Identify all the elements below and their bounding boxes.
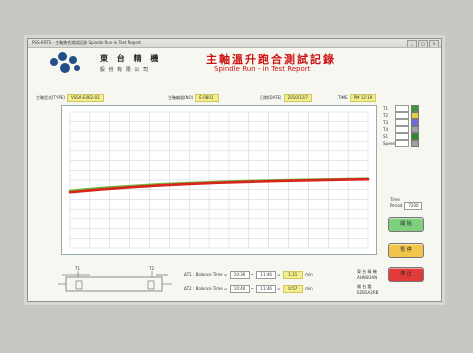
legend-label: T3 (383, 120, 388, 125)
report-subtitle: Spindle Run - in Test Report (214, 65, 311, 73)
timing-field-b[interactable]: 11:46 (256, 271, 277, 279)
serial-field[interactable]: E-0801 (195, 94, 220, 102)
time-period-control: Time Period 7200 (390, 197, 423, 210)
date-label: 日期(DATE) (260, 95, 282, 100)
timing-label: ΔT1 : Balance Time = (184, 272, 228, 277)
chart-svg (68, 111, 370, 249)
temperature-chart (61, 105, 377, 255)
serial-info: 主軸編號(NO) E-0801 (168, 94, 220, 102)
diagram-label-t2: T2 (148, 266, 154, 271)
legend-swatch[interactable] (411, 140, 419, 147)
timing-field-a[interactable]: 10:36 (229, 271, 250, 279)
date-field[interactable]: 2010/12/7 (283, 94, 313, 102)
app-window: PSS-RRTS - 主軸跑合測試記錄 Spindle Run-in Test … (27, 38, 442, 302)
window-title: PSS-RRTS - 主軸跑合測試記錄 Spindle Run-in Test … (32, 40, 141, 45)
spindle-diagram: T1 T2 (58, 266, 172, 292)
legend-value-box (395, 112, 409, 119)
legend-row-t2: T2 (383, 112, 423, 119)
pause-button[interactable]: 暫 停 (388, 243, 424, 258)
timing-label: ΔT2 : Balance Time = (184, 286, 228, 291)
start-button[interactable]: 開 始 (388, 217, 424, 232)
serial-label: 主軸編號(NO) (168, 95, 194, 100)
company-subtitle: 股 份 有 限 公 司 (100, 67, 149, 73)
timing-field-a[interactable]: 10:40 (229, 285, 250, 293)
chart-x-axis (61, 257, 377, 263)
timing-row-1: ΔT1 : Balance Time = 10:36 ~ 11:46 = 1:21 … (184, 271, 313, 279)
legend-row-t4: T4 (383, 126, 423, 133)
legend-label: T4 (383, 127, 388, 132)
legend-row-t1: T1 (383, 105, 423, 112)
company-logo-icon (50, 52, 82, 74)
legend-label: T2 (383, 113, 388, 118)
sign-code: AHNSOAN (357, 275, 378, 280)
window-titlebar: PSS-RRTS - 主軸跑合測試記錄 Spindle Run-in Test … (28, 39, 441, 48)
legend-row-t3: T3 (383, 119, 423, 126)
time-period-label: Time (390, 197, 400, 202)
legend-value-box (395, 119, 409, 126)
legend-swatch[interactable] (411, 112, 419, 119)
legend-value-box (395, 126, 409, 133)
sign-block-2: 楊 台 鑑 EZB5A2RB (357, 284, 378, 295)
company-name: 東 台 精 機 (100, 53, 162, 63)
sign-block-1: 東 台 精 機 AHNSOAN (357, 269, 377, 280)
timing-row-2: ΔT2 : Balance Time = 10:40 ~ 11:46 = 0:57 … (184, 285, 313, 293)
timing-field-c[interactable]: 0:57 (282, 285, 303, 293)
timing-field-c[interactable]: 1:21 (282, 271, 303, 279)
time-label: TIME (338, 95, 348, 100)
legend-panel: T1 T2 T3 T4 S1 Speed (383, 105, 423, 147)
legend-swatch[interactable] (411, 133, 419, 140)
legend-label: Speed (383, 141, 396, 146)
timing-field-b[interactable]: 11:46 (256, 285, 277, 293)
timing-unit: min (305, 272, 313, 277)
legend-swatch[interactable] (411, 126, 419, 133)
time-period-label2: Period (390, 203, 403, 208)
time-field[interactable]: PM 12:19 (349, 94, 377, 102)
stop-button[interactable]: 停 止 (388, 267, 424, 282)
legend-row-speed: Speed (383, 140, 423, 147)
report-title: 主軸溫升跑合測試記錄 (206, 53, 336, 66)
diagram-label-t1: T1 (74, 266, 80, 271)
date-info: 日期(DATE) 2010/12/7 (260, 94, 313, 102)
model-field[interactable]: VSSA-E062-02 (66, 94, 104, 102)
legend-value-box (395, 140, 409, 147)
legend-value-box (395, 105, 409, 112)
legend-row-s1: S1 (383, 133, 423, 140)
legend-label: S1 (383, 134, 389, 139)
sign-name: 東 台 精 機 (357, 269, 377, 274)
legend-swatch[interactable] (411, 105, 419, 112)
minimize-button[interactable]: _ (407, 40, 417, 47)
model-info: 主軸型式(TYPE) VSSA-E062-02 (36, 94, 104, 102)
maximize-button[interactable]: □ (418, 40, 428, 47)
legend-label: T1 (383, 106, 388, 111)
series-line-2 (68, 177, 370, 194)
model-label: 主軸型式(TYPE) (36, 95, 65, 100)
legend-swatch[interactable] (411, 119, 419, 126)
sign-code: EZB5A2RB (357, 290, 379, 295)
legend-value-box (395, 133, 409, 140)
sign-name: 楊 台 鑑 (357, 284, 372, 289)
close-button[interactable]: × (429, 40, 439, 47)
time-info: TIME PM 12:19 (338, 94, 377, 102)
time-period-input[interactable]: 7200 (404, 202, 423, 210)
timing-unit: min (305, 286, 313, 291)
